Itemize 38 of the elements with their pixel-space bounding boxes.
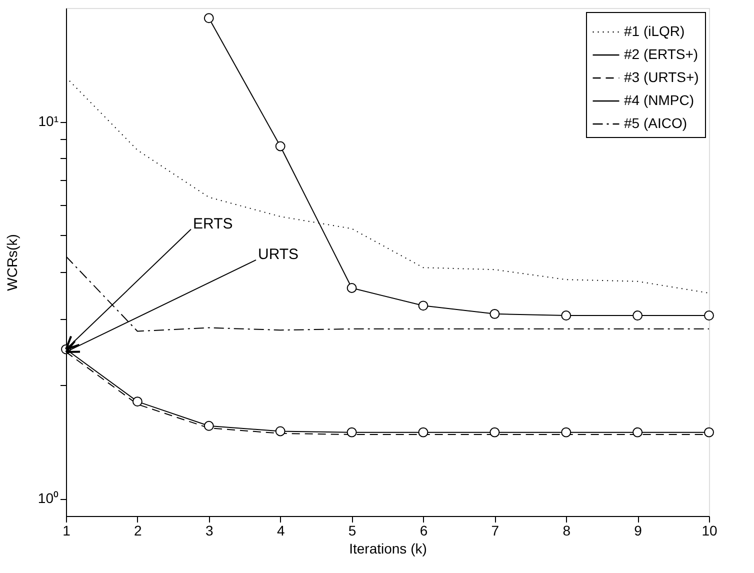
point [561,427,572,438]
point [490,308,500,319]
x-tick-label: 10 [702,522,718,538]
annotation: URTS [258,246,299,263]
x-tick-label: 6 [420,522,428,538]
point [275,141,286,152]
x-tick-label: 7 [491,522,500,538]
x-tick-label: 9 [634,522,642,538]
point [346,283,357,293]
y-axis-title: WCRs(k) [4,234,20,291]
y-tick-label: 10¹ [38,113,59,130]
legend-label: #5 (AICO) [624,115,688,131]
annotation: ERTS [193,215,233,232]
x-axis-title: Iterations (k) [349,540,427,556]
legend-label: #4 (NMPC) [624,92,694,108]
point [561,310,572,320]
legend-label: #2 (ERTS+) [624,46,698,62]
x-tick-label: 4 [276,522,285,538]
x-tick-label: 1 [62,522,71,538]
x-tick-label: 5 [348,522,356,538]
point [418,427,428,438]
point [632,427,643,438]
point [418,300,428,311]
point [490,427,500,438]
point [204,420,214,431]
point [704,310,714,320]
point [275,426,286,436]
y-tick-label: 10⁰ [38,490,58,506]
x-tick-label: 8 [562,522,571,538]
x-tick-label: 2 [134,522,142,538]
point [704,427,714,438]
point [132,396,142,407]
point [204,13,214,24]
legend-label: #1 (iLQR) [624,23,685,39]
point [346,427,357,438]
point [632,310,643,320]
legend-label: #3 (URTS+) [624,69,699,85]
x-tick-label: 3 [205,522,214,538]
